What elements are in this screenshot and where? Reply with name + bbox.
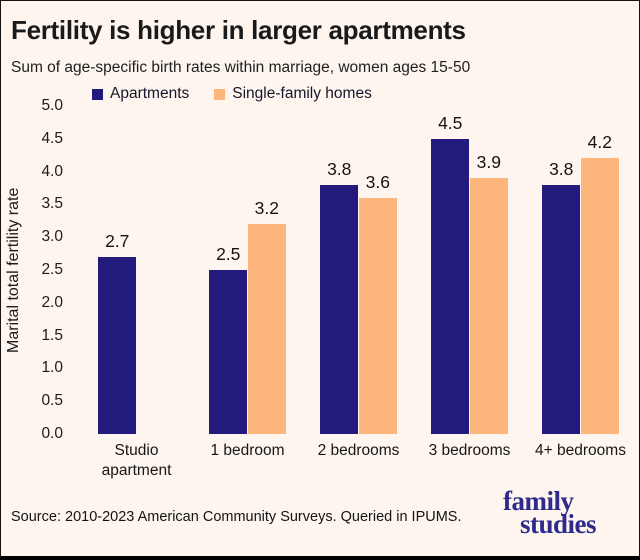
- bar-apartments-1-bedroom: [208, 270, 248, 434]
- bar-single-family-homes-3-bedrooms: [469, 178, 509, 434]
- x-tick-label-1-bedroom: 1 bedroom: [210, 442, 285, 459]
- bar-value-label: 2.7: [105, 230, 130, 251]
- bar-value-label: 3.8: [549, 158, 574, 179]
- bar-group-1-bedroom: 2.5 3.2: [192, 106, 303, 434]
- bar-group-4-bedrooms: 3.8 4.2: [525, 106, 636, 434]
- legend-item-single-family-homes: Single-family homes: [214, 85, 372, 103]
- y-tick-label: 3.5: [41, 195, 63, 213]
- y-tick-label: 4.5: [41, 129, 63, 147]
- y-tick-label: 1.0: [41, 359, 63, 377]
- bar-value-label: 3.9: [476, 152, 501, 173]
- bar-value-label: 2.5: [216, 244, 241, 264]
- plot-area: 2.7 2.5 3.2 3.8 3.6 4.5 3.9 3.8 4.2: [81, 106, 636, 434]
- bar-value-label: 3.6: [365, 171, 390, 192]
- chart-title: Fertility is higher in larger apartments: [11, 15, 466, 45]
- bar-value-label: 4.5: [438, 112, 463, 133]
- logo-line: studies: [520, 509, 597, 539]
- legend-item-apartments: Apartments: [92, 85, 189, 103]
- y-tick-label: 5.0: [41, 97, 63, 114]
- y-tick-label: 2.5: [41, 261, 63, 278]
- bar-single-family-homes-2-bedrooms: [358, 197, 398, 434]
- y-tick-label: 1.5: [41, 326, 63, 344]
- x-tick-label-3-bedrooms: 3 bedrooms: [428, 442, 511, 459]
- chart-subtitle: Sum of age-specific birth rates within m…: [11, 59, 471, 76]
- bar-value-label: 3.2: [254, 198, 279, 219]
- bar-single-family-homes-4-bedrooms: [580, 158, 620, 434]
- bar-value-label: 4.2: [587, 132, 612, 153]
- x-tick-label-2-bedrooms: 2 bedrooms: [317, 442, 400, 459]
- bar-group-studio-apartment: 2.7: [81, 106, 192, 434]
- y-axis-title: Marital total fertility rate: [5, 187, 22, 353]
- legend-label: Apartments: [110, 85, 190, 102]
- y-tick-label: 0.5: [41, 392, 63, 410]
- legend-swatch: [92, 88, 103, 100]
- y-tick-label: 0.0: [41, 425, 63, 442]
- legend: Apartments Single-family homes: [92, 85, 372, 103]
- y-tick-label: 4.0: [41, 162, 63, 180]
- bar-apartments-3-bedrooms: [430, 138, 470, 434]
- x-tick-label-studio-apartment: Studio apartment: [101, 442, 172, 480]
- legend-swatch: [214, 88, 226, 100]
- x-axis-labels: Studio apartment 1 bedroom 2 bedrooms 3 bed…: [81, 441, 636, 481]
- bar-apartments-2-bedrooms: [319, 184, 359, 434]
- family-studies-logo: family studies: [503, 486, 597, 539]
- y-tick-label: 2.0: [41, 293, 63, 311]
- x-tick-label-4-bedrooms: 4+ bedrooms: [535, 442, 626, 459]
- bar-group-3-bedrooms: 4.5 3.9: [414, 106, 525, 434]
- bar-single-family-homes-1-bedroom: [247, 224, 287, 434]
- bar-value-label: 3.8: [327, 158, 352, 179]
- legend-label: Single-family homes: [232, 85, 372, 102]
- y-tick-label: 3.0: [41, 228, 63, 246]
- bar-apartments-studio-apartment: [97, 256, 137, 434]
- bar-group-2-bedrooms: 3.8 3.6: [303, 106, 414, 434]
- bar-apartments-4-bedrooms: [541, 184, 581, 434]
- source-note: Source: 2010-2023 American Community Sur…: [11, 509, 462, 525]
- logo-line: family: [503, 486, 574, 516]
- y-axis-ticks: 0.0 0.5 1.0 1.5 2.0 2.5 3.0 3.5 4.0 4.5 5.0: [25, 97, 63, 442]
